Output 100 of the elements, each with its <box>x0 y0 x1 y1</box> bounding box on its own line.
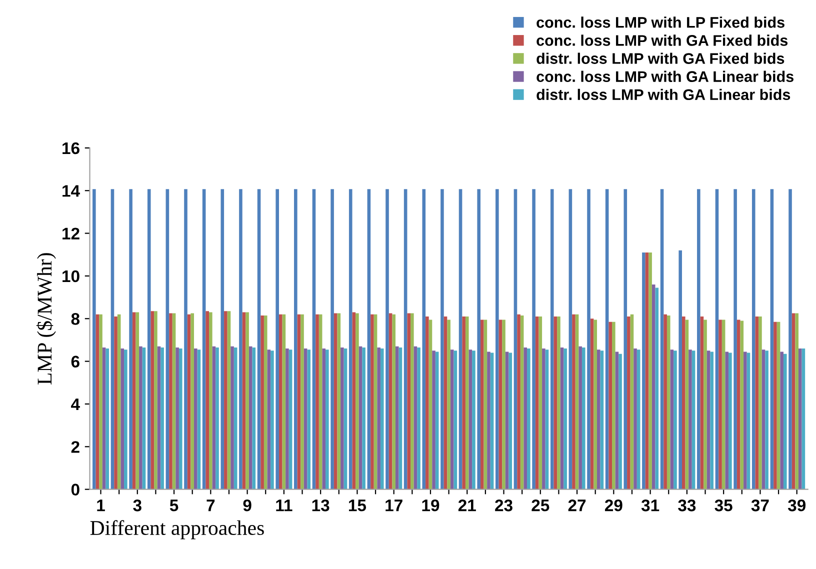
bar <box>202 189 206 490</box>
legend-label: distr. loss LMP with GA Linear bids <box>536 88 790 100</box>
bar <box>132 312 136 490</box>
bar <box>582 347 586 490</box>
bar <box>374 314 378 490</box>
bar <box>514 189 518 490</box>
bar <box>166 189 170 490</box>
bar <box>386 189 389 490</box>
bar <box>297 314 301 490</box>
bar <box>288 350 292 490</box>
y-tick-label: 0 <box>71 484 80 496</box>
bar <box>96 314 100 490</box>
bar <box>242 312 246 490</box>
bar <box>209 312 212 490</box>
bar <box>678 250 682 490</box>
bar <box>106 348 109 490</box>
bar <box>590 318 594 490</box>
bar <box>142 347 146 490</box>
bar <box>370 314 374 490</box>
bar <box>682 316 686 490</box>
bar <box>246 312 249 490</box>
bar <box>783 354 787 490</box>
x-tick-label: 25 <box>532 500 550 512</box>
bar <box>490 352 494 490</box>
bar <box>318 314 322 490</box>
bar <box>758 316 762 490</box>
bar <box>239 189 242 490</box>
bar <box>352 312 356 490</box>
bar <box>688 350 692 490</box>
x-tick-label: 35 <box>714 500 732 512</box>
bar <box>740 320 744 490</box>
bar <box>802 348 806 490</box>
bar <box>706 350 710 490</box>
bar <box>404 189 408 490</box>
bar <box>480 320 484 490</box>
bar <box>410 313 414 490</box>
bar <box>316 314 319 490</box>
legend-label: conc. loss LMP with GA Linear bids <box>536 70 794 82</box>
bar <box>117 314 121 490</box>
bar <box>520 315 524 490</box>
bar <box>774 322 777 490</box>
x-tick-label: 21 <box>458 500 476 512</box>
bar <box>700 316 704 490</box>
bar <box>124 350 128 490</box>
bar <box>458 189 462 490</box>
bar <box>392 314 396 490</box>
bar <box>465 316 469 490</box>
bar <box>160 347 164 490</box>
bar <box>557 316 560 490</box>
bar <box>652 284 656 490</box>
x-tick-label: 5 <box>170 500 178 512</box>
bar <box>330 189 334 490</box>
bar <box>780 352 784 490</box>
bar <box>356 313 359 490</box>
bar <box>685 320 689 490</box>
bar <box>697 189 700 490</box>
bar <box>147 189 151 490</box>
y-tick-label: 14 <box>62 185 80 197</box>
bar <box>710 352 714 490</box>
bar <box>502 320 506 490</box>
bar <box>505 352 509 490</box>
bar <box>477 189 480 490</box>
bar <box>257 189 261 490</box>
bar <box>600 350 604 490</box>
bar <box>795 313 798 490</box>
x-tick-label: 7 <box>206 500 215 512</box>
bar <box>388 313 392 490</box>
bar <box>326 350 329 490</box>
y-tick-label: 8 <box>71 313 80 325</box>
bar <box>454 350 458 490</box>
bar <box>322 348 326 490</box>
bar <box>172 313 176 490</box>
x-tick-label: 37 <box>751 500 769 512</box>
x-tick-label: 23 <box>495 500 512 512</box>
bar <box>92 189 96 490</box>
bar <box>578 346 582 490</box>
x-tick-label: 13 <box>312 500 330 512</box>
bar <box>770 189 774 490</box>
bar <box>728 352 732 490</box>
bar <box>538 316 542 490</box>
bar <box>139 346 142 490</box>
bar <box>660 189 664 490</box>
bar <box>367 189 371 490</box>
bar <box>307 350 310 490</box>
x-tick-label: 3 <box>133 500 142 512</box>
bar <box>517 314 520 490</box>
bar <box>435 352 439 490</box>
bar <box>267 350 271 490</box>
y-tick-label: 2 <box>71 441 80 453</box>
bar <box>572 314 576 490</box>
bar <box>414 346 418 490</box>
bar <box>194 348 198 490</box>
bar <box>440 189 444 490</box>
bar <box>398 347 402 490</box>
bar <box>692 350 696 490</box>
bar <box>564 348 567 490</box>
bar <box>334 313 338 490</box>
bar <box>535 316 539 490</box>
bar <box>344 348 348 490</box>
bar <box>674 350 677 490</box>
